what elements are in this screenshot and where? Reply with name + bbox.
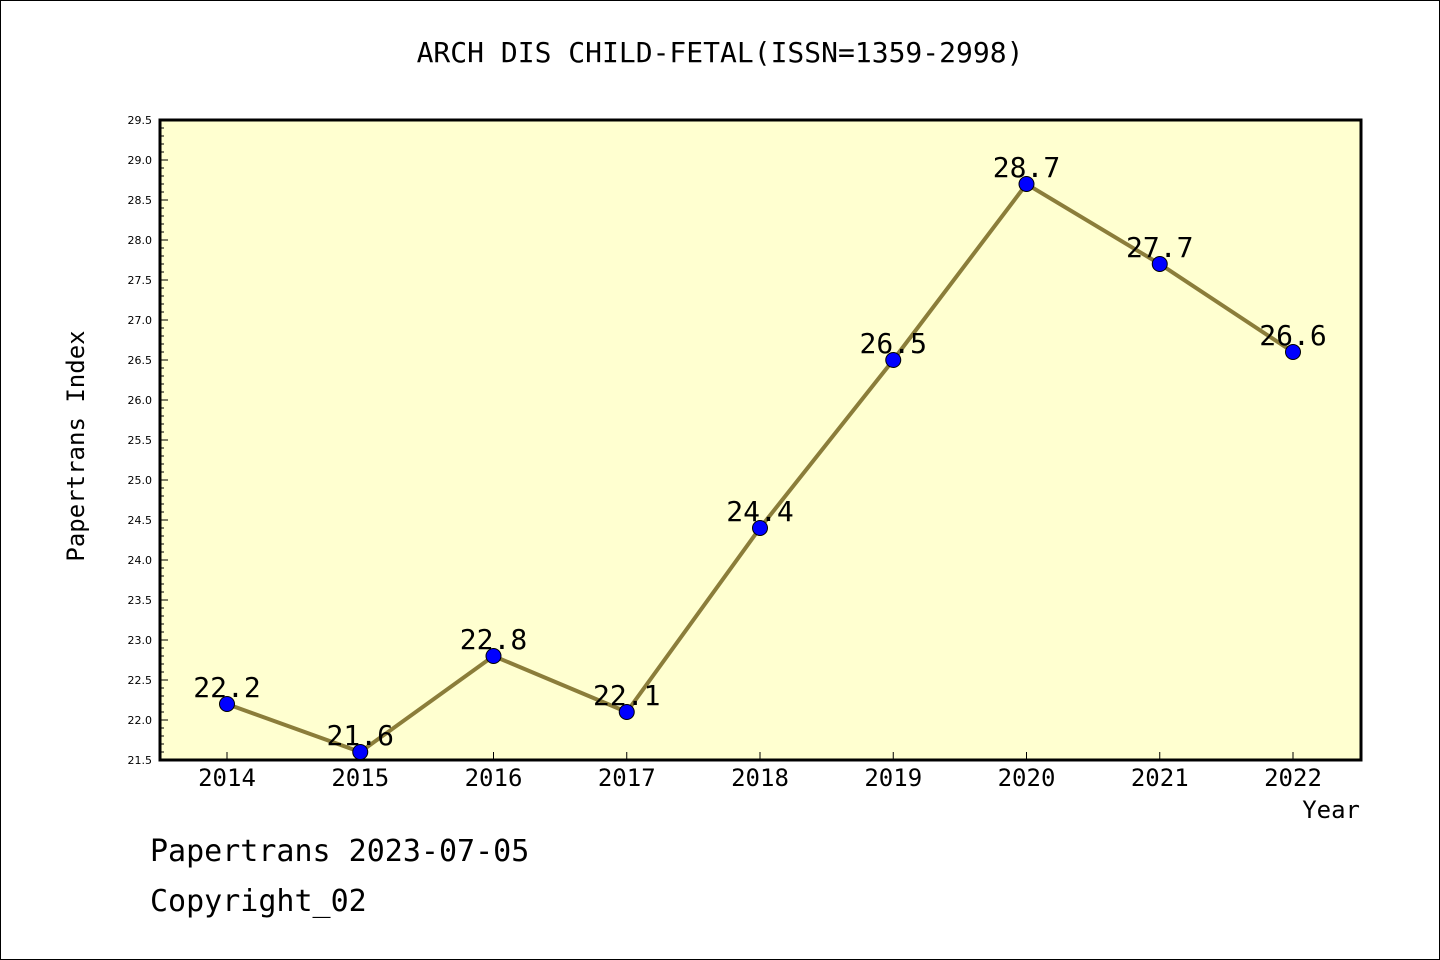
x-tick-label: 2021	[1131, 764, 1189, 792]
data-label: 27.7	[1126, 231, 1193, 264]
x-tick-label: 2019	[864, 764, 922, 792]
data-label: 24.4	[726, 495, 793, 528]
data-point	[1151, 256, 1168, 272]
y-tick-label: 28.0	[128, 234, 153, 247]
x-tick-label: 2017	[598, 764, 656, 792]
data-label: 26.5	[860, 327, 927, 360]
y-tick-label: 25.0	[128, 474, 153, 487]
y-tick-label: 23.5	[128, 594, 153, 607]
x-axis-label: Year	[1302, 796, 1360, 824]
data-point	[1285, 344, 1301, 360]
x-tick-label: 2015	[331, 764, 389, 792]
x-tick-label: 2014	[198, 764, 256, 792]
y-tick-label: 27.0	[128, 314, 153, 327]
x-tick-label: 2018	[731, 764, 789, 792]
y-tick-label: 23.0	[128, 634, 153, 647]
data-label: 21.6	[327, 719, 394, 752]
y-tick-label: 21.5	[128, 754, 153, 767]
y-tick-label: 29.5	[128, 114, 153, 127]
y-tick-label: 29.0	[128, 154, 153, 167]
y-tick-label: 27.5	[128, 274, 153, 287]
y-tick-label: 26.0	[128, 394, 153, 407]
plot-area	[160, 120, 1361, 760]
data-point	[752, 520, 768, 536]
y-tick-label: 28.5	[128, 194, 153, 207]
y-tick-label: 22.5	[128, 674, 153, 687]
y-tick-label: 24.5	[128, 514, 153, 527]
data-label: 22.8	[460, 623, 527, 656]
data-label: 22.1	[593, 679, 660, 712]
data-point	[485, 648, 502, 664]
footer-date: Papertrans 2023-07-05	[150, 834, 530, 869]
x-tick-label: 2022	[1264, 764, 1322, 792]
x-tick-label: 2020	[998, 764, 1056, 792]
y-tick-label: 25.5	[128, 434, 153, 447]
data-point	[885, 352, 902, 368]
y-tick-label: 22.0	[128, 714, 153, 727]
y-tick-label: 24.0	[128, 554, 153, 567]
data-point	[352, 744, 369, 760]
data-label: 22.2	[193, 671, 260, 704]
x-tick-label: 2016	[465, 764, 523, 792]
y-tick-label: 26.5	[128, 354, 153, 367]
data-point	[1018, 176, 1035, 192]
chart-title: ARCH DIS CHILD-FETAL(ISSN=1359-2998)	[416, 36, 1024, 69]
data-label: 28.7	[993, 151, 1060, 184]
data-label: 26.6	[1259, 319, 1326, 352]
footer-copyright: Copyright_02	[150, 884, 367, 919]
data-point	[618, 704, 635, 720]
data-point	[219, 696, 235, 712]
plot-border	[158, 118, 1363, 762]
